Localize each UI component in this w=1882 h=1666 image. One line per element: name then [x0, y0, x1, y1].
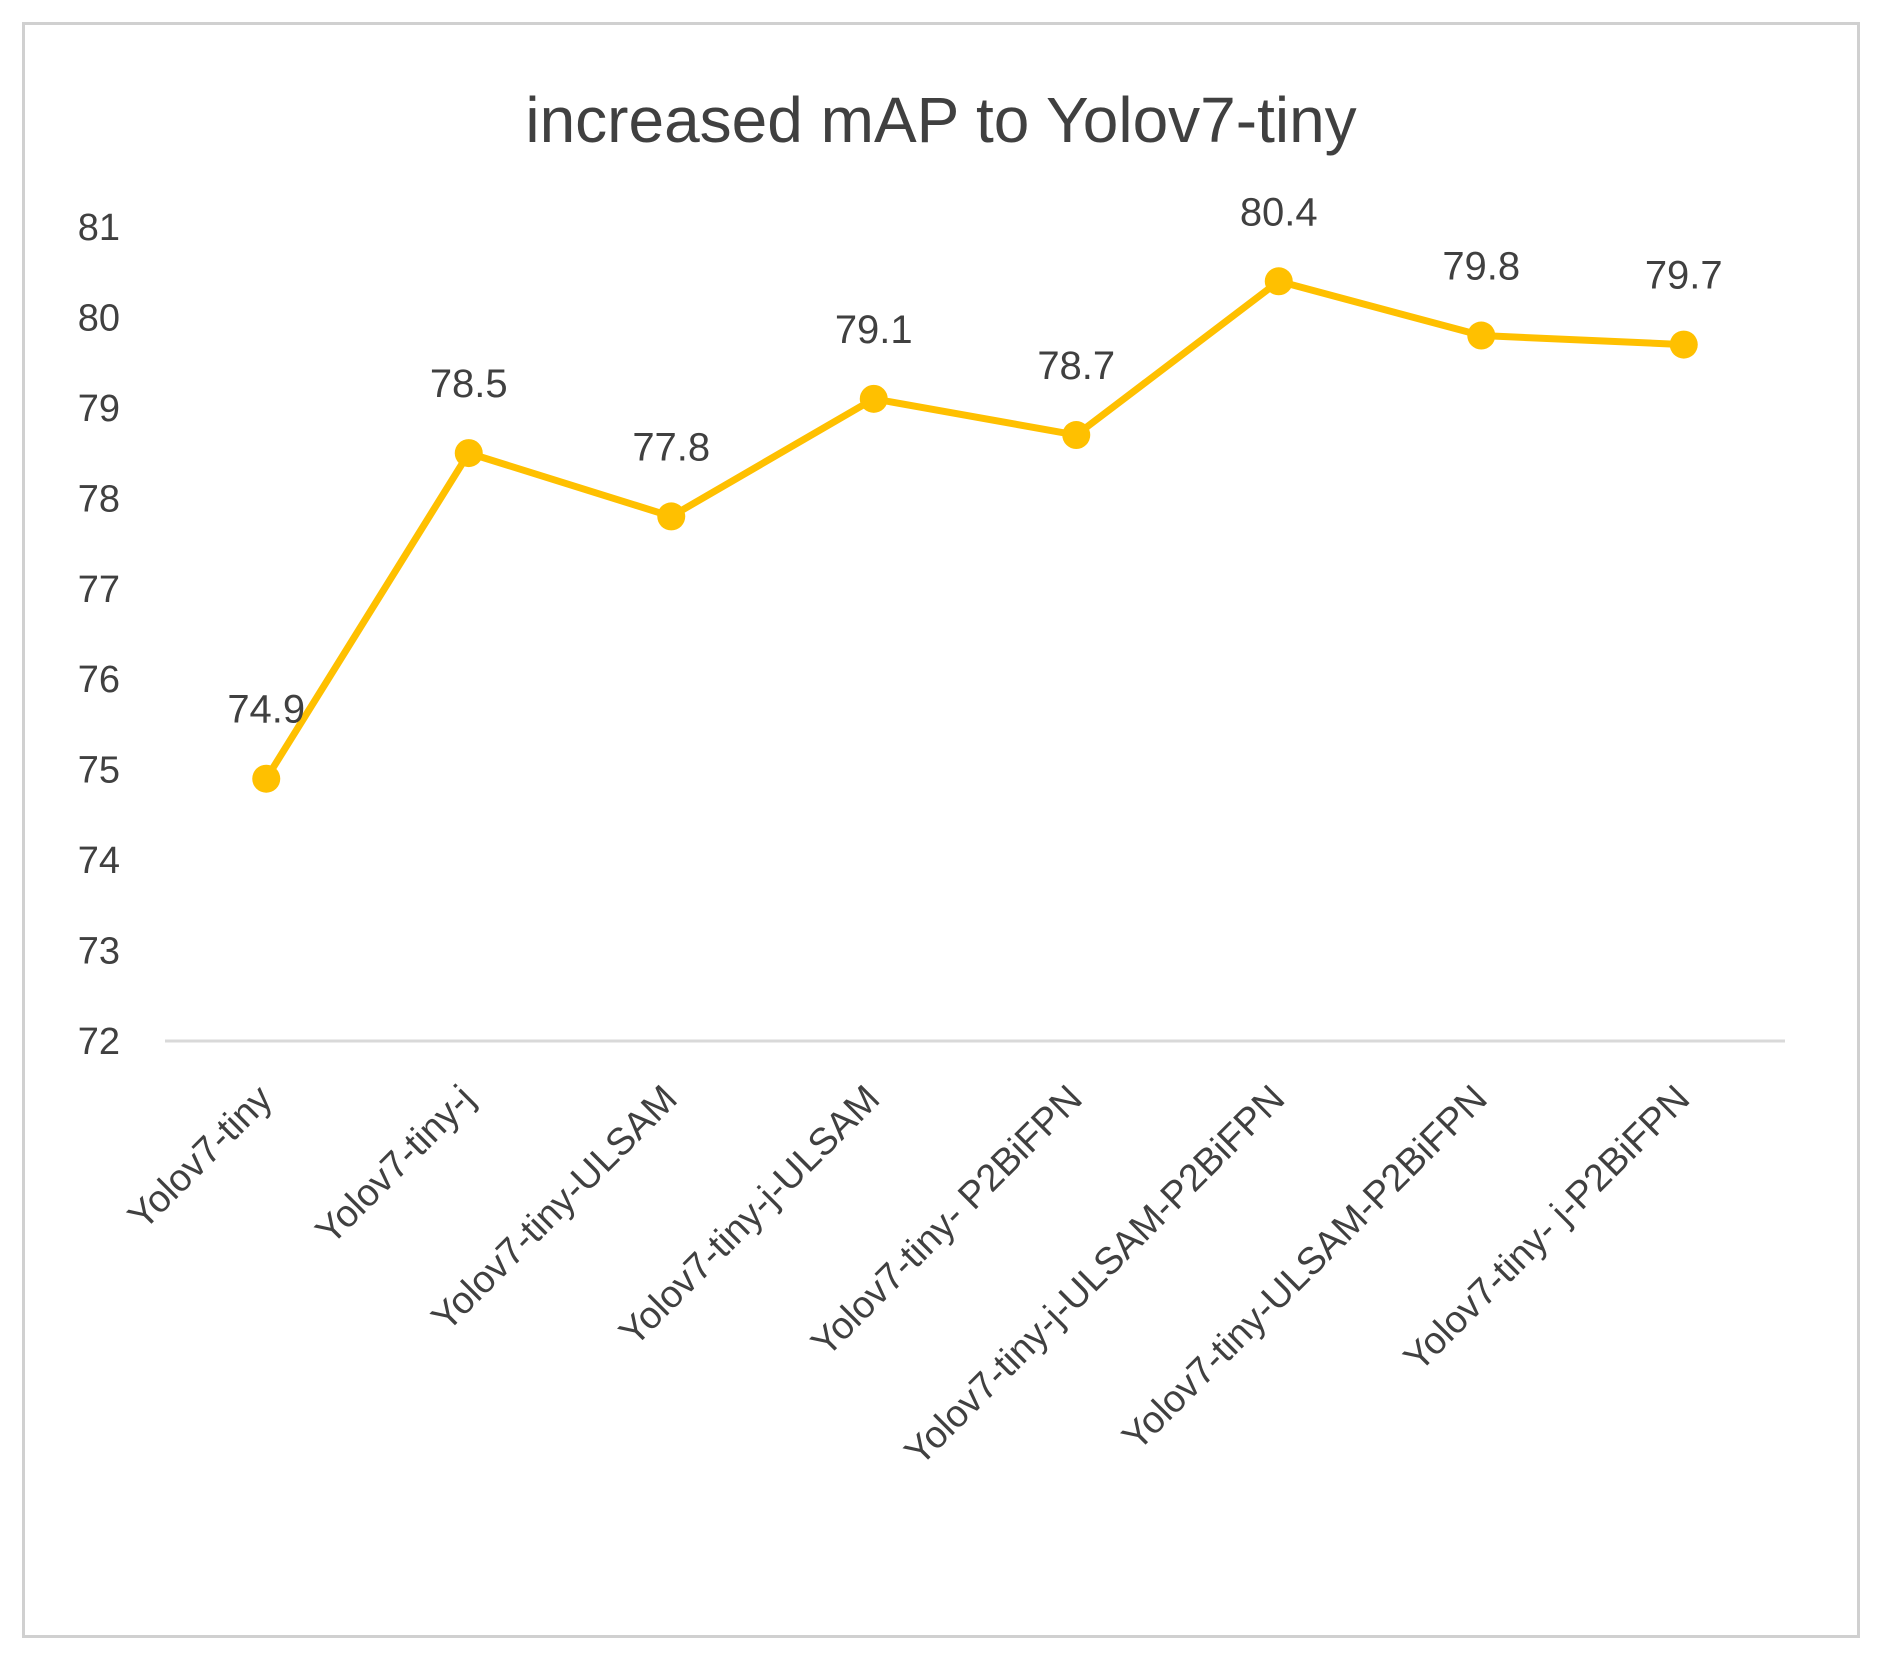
x-tick-label: Yolov7-tiny-j [308, 1078, 483, 1253]
data-label: 79.8 [1442, 245, 1520, 289]
data-point [1264, 267, 1293, 296]
x-tick-label: Yolov7-tiny-ULSAM-P2BiFPN [1114, 1078, 1495, 1459]
data-label: 79.7 [1645, 254, 1723, 298]
data-point [1062, 421, 1091, 450]
y-tick-label: 80 [78, 297, 120, 339]
x-tick-label: Yolov7-tiny-j-ULSAM-P2BiFPN [897, 1078, 1293, 1474]
y-tick-label: 75 [78, 750, 120, 792]
y-tick-label: 78 [78, 478, 120, 520]
chart-title: increased mAP to Yolov7-tiny [525, 84, 1356, 156]
y-tick-label: 73 [78, 931, 120, 973]
data-point [454, 439, 483, 468]
x-tick-label: Yolov7-tiny [120, 1078, 280, 1238]
data-label: 80.4 [1240, 190, 1318, 234]
data-point [252, 764, 281, 793]
data-labels: 74.9 78.5 77.8 79.1 78.7 80.4 79.8 79.7 [227, 190, 1722, 731]
data-label: 79.1 [835, 308, 913, 352]
y-tick-label: 76 [78, 659, 120, 701]
y-tick-label: 74 [78, 840, 120, 882]
series-line-mAP [263, 277, 1684, 781]
x-axis: Yolov7-tiny Yolov7-tiny-j Yolov7-tiny-ULSA… [120, 1078, 1698, 1474]
data-point [1669, 330, 1698, 359]
data-point [1467, 321, 1496, 350]
data-label: 78.7 [1037, 344, 1115, 388]
data-points [252, 267, 1698, 793]
data-label: 74.9 [227, 688, 305, 732]
y-tick-label: 79 [78, 388, 120, 430]
y-tick-label: 77 [78, 569, 120, 611]
y-axis: 72 73 74 75 76 77 78 79 80 81 [78, 207, 120, 1063]
y-tick-label: 81 [78, 207, 120, 249]
data-label: 78.5 [430, 362, 508, 406]
data-point [657, 502, 686, 531]
data-label: 77.8 [632, 425, 710, 469]
chart-frame [22, 22, 1860, 1638]
data-point [859, 384, 888, 413]
y-tick-label: 72 [78, 1021, 120, 1063]
